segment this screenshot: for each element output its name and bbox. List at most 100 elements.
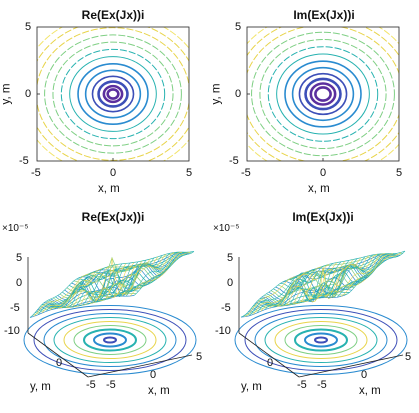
surface-mesh-line [336,253,398,298]
floor-contour-ring [43,313,177,367]
y-axis-label: y, m [241,381,262,393]
x-tick-label: 0 [150,369,157,381]
floor-contour-ring [304,332,338,348]
contour-ring [314,86,332,102]
contour-ring [298,72,348,116]
x-tick-label: 0 [110,167,117,179]
floor-contour-ring [264,317,378,363]
floor-contour-ring [73,325,147,355]
contour-ring [276,53,370,135]
surface-plot-re [23,251,197,378]
surface-mesh-line [289,256,394,280]
y-tick-label: -5 [86,379,96,391]
contour-ring [309,82,337,106]
y-tick-label: -5 [19,155,29,167]
contour-panel-im: Im(Ex(Jx))i 5 0 -5 -5 0 5 x, m y, m [209,0,419,200]
x-tick-label: 5 [196,351,203,363]
x-axis-label: x, m [98,183,120,195]
z-tick-label: 5 [227,252,234,264]
contour-ring [259,39,387,149]
contour-ring [247,27,399,161]
floor-contour-ring [63,321,157,359]
contour-ring [37,27,189,161]
contour-ring [251,31,395,157]
x-tick-label: -5 [106,379,116,391]
surface-mesh-line [117,251,179,297]
axes-box [36,26,190,162]
surface-mesh-line [33,272,95,317]
contour-ring [44,34,182,154]
chart-title: Re(Ex(Jx))i [81,210,145,224]
surface-mesh-line [316,253,378,299]
contour-ring [247,27,399,161]
surface-mesh-line [252,270,314,315]
surface-mesh-line [85,259,147,305]
y-tick-label: 0 [25,88,32,100]
contour-ring [291,66,355,122]
floor-contour-ring [83,328,137,352]
z-tick-label: 0 [16,277,23,289]
chart-title: Re(Ex(Jx))i [81,8,145,22]
contour-panel-re: Re(Ex(Jx))i 5 0 -5 -5 0 5 x, m y, m [0,0,210,200]
floor-contour-ring [244,309,398,371]
floor-contour-ring [274,321,368,359]
surface-mesh-line [312,254,374,300]
surface-mesh-line [240,272,302,318]
x-tick-label: -5 [317,379,327,391]
y-tick-label: 5 [235,21,242,33]
contour-ring [84,69,142,119]
y-tick-label: 0 [235,88,242,100]
z-exponent-label: ×10⁻⁵ [2,223,29,234]
surface-mesh-line [320,253,382,298]
x-axis-label: x, m [359,385,381,397]
contour-ring [60,48,166,140]
surface-mesh-line [57,264,119,309]
surface-mesh-line [129,251,191,297]
surface-mesh-line [53,264,115,310]
floor-contour-ring [294,328,348,352]
y-axis-label: y, m [210,83,223,105]
surface-mesh-line [94,257,155,303]
contour-ring [52,41,174,147]
surface-mesh-line [109,252,171,298]
x-axis-label: x, m [148,385,170,397]
surface-mesh-line [340,252,402,297]
x-tick-label: 5 [186,167,193,179]
x-tick-label: 5 [405,351,412,363]
z-exponent-label: ×10⁻⁵ [213,223,240,234]
floor-contour-ring [254,313,388,367]
surface-mesh-line [324,253,386,298]
contour-ring [102,84,124,104]
x-tick-label: -5 [31,167,41,179]
surface-plot-im [234,250,408,378]
surface-mesh-line [244,272,306,317]
surface-panel-re: Re(Ex(Jx))i ×10⁻⁵ 5 0 -5 -10 0 -5 -5 0 5… [0,205,210,413]
surface-mesh-line [292,259,354,304]
z-tick-label: -5 [221,302,231,314]
floor-contour-ring [53,317,167,363]
surface-mesh-line [125,251,187,297]
y-tick-label: -5 [229,155,239,167]
surface-mesh-line [29,273,91,318]
z-tick-label: -10 [215,325,231,337]
contour-plot-re [36,26,190,162]
floor-contour-ring [103,336,117,344]
surface-mesh-line [101,255,163,300]
y-axis-label: y, m [0,83,13,105]
floor-contour-ring [93,332,127,348]
x-tick-label: 0 [361,369,368,381]
contour-ring [77,62,149,126]
y-tick-label: 5 [25,21,32,33]
x-axis-label: x, m [308,183,330,195]
surface-mesh-line [332,253,394,298]
surface-mesh-line [276,262,338,307]
floor-contour-ring [234,305,408,375]
y-tick-label: 0 [56,357,63,369]
contour-ring [106,88,120,100]
y-axis-label: y, m [30,381,51,393]
z-tick-label: -10 [4,325,20,337]
surface-mesh-line [70,262,131,308]
surface-mesh-line [260,266,322,312]
floor-contour-ring [314,336,328,344]
contour-ring [91,75,135,113]
